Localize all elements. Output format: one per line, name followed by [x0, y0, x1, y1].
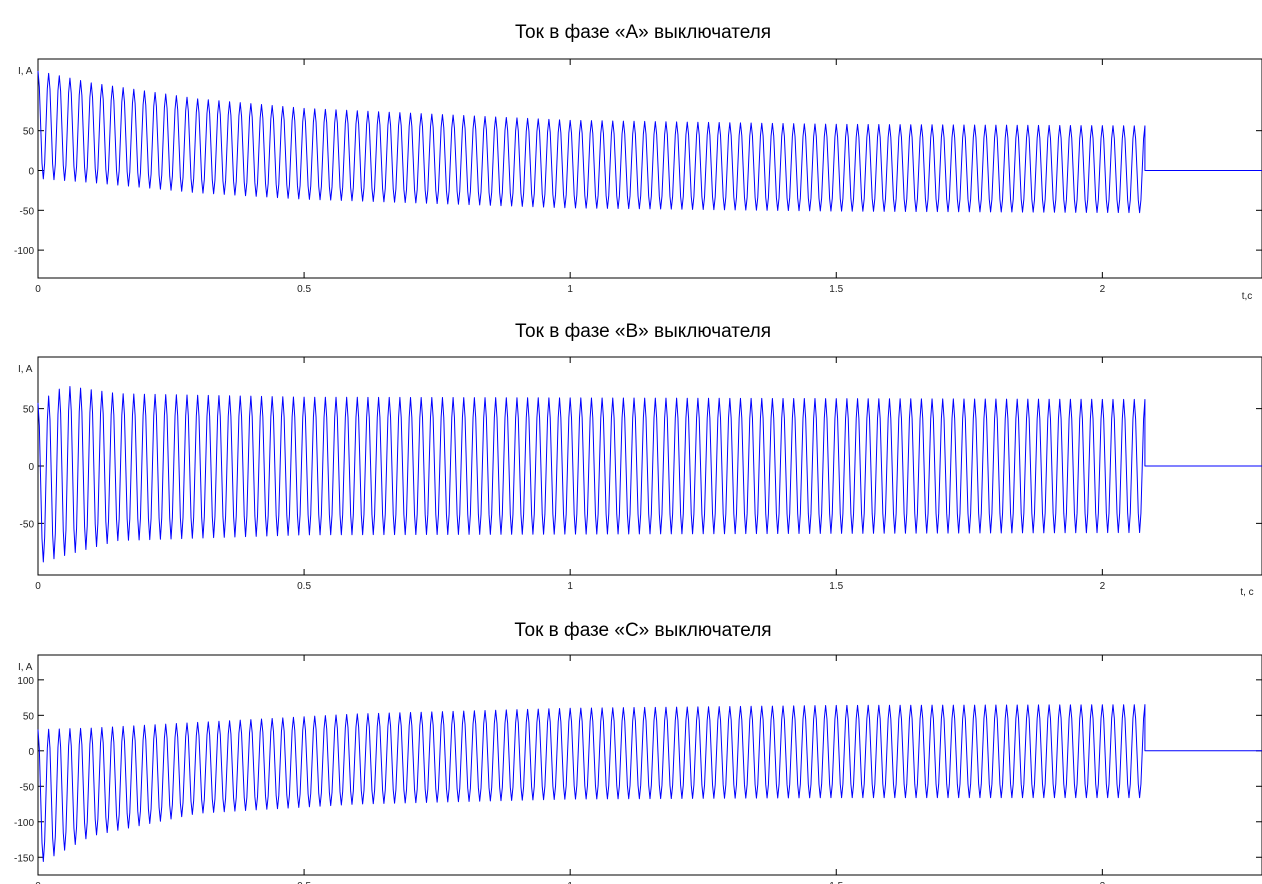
y-tick-label: -50 — [20, 782, 35, 793]
x-tick-label: 1.5 — [829, 881, 843, 884]
x-tick-label: 0 — [35, 284, 41, 295]
y-tick-label: 0 — [28, 747, 34, 758]
x-axis-label: t,c — [1242, 291, 1253, 302]
x-tick-label: 1 — [567, 581, 573, 592]
x-axis-label: t, c — [1240, 587, 1253, 598]
y-tick-label: -150 — [14, 853, 34, 864]
y-tick-label: -50 — [20, 519, 35, 530]
chart-title: Ток в фазе «A» выключателя — [515, 22, 771, 43]
y-tick-label: 100 — [17, 676, 34, 687]
y-axis-label: I, A — [18, 364, 33, 375]
y-tick-label: 0 — [28, 166, 34, 177]
x-tick-label: 0.5 — [297, 881, 311, 884]
x-tick-label: 2 — [1100, 581, 1106, 592]
chart-phase-b: Ток в фазе «B» выключателя I, A t, c 0 0.… — [18, 321, 1262, 598]
x-tick-label: 1 — [567, 284, 573, 295]
x-tick-label: 0.5 — [297, 581, 311, 592]
x-tick-label: 0.5 — [297, 284, 311, 295]
y-tick-label: 0 — [28, 462, 34, 473]
plot-frame — [37, 58, 1262, 279]
series-line — [37, 385, 1262, 563]
x-tick-label: 1 — [567, 881, 573, 884]
series-line — [37, 704, 1262, 863]
y-axis-label: I, A — [18, 66, 33, 77]
chart-title: Ток в фазе «C» выключателя — [514, 620, 771, 641]
x-tick-label: 1.5 — [829, 581, 843, 592]
chart-phase-c: Ток в фазе «C» выключателя I, A 0 0.5 1 1.5… — [14, 620, 1262, 884]
series-line — [37, 70, 1262, 214]
y-tick-label: -50 — [20, 206, 35, 217]
plot-marks: 0 0.5 1 1.5 2 50 0 -50 — [20, 357, 1262, 592]
y-tick-label: -100 — [14, 246, 34, 257]
x-tick-label: 1.5 — [829, 284, 843, 295]
plot-marks: 0 0.5 1 1.5 2 50 0 -50 -100 — [14, 59, 1262, 295]
y-axis-label: I, A — [18, 662, 33, 673]
plot-marks: 0 0.5 1 1.5 2 100 50 0 -50 -100 -150 — [14, 655, 1262, 884]
y-tick-label: -100 — [14, 818, 34, 829]
y-tick-label: 50 — [23, 405, 35, 416]
x-tick-label: 0 — [35, 881, 41, 884]
plot-frame — [37, 654, 1262, 876]
x-tick-label: 2 — [1100, 284, 1106, 295]
chart-title: Ток в фазе «B» выключателя — [515, 321, 771, 342]
y-tick-label: 50 — [23, 711, 35, 722]
x-tick-label: 2 — [1100, 881, 1106, 884]
x-tick-label: 0 — [35, 581, 41, 592]
y-tick-label: 50 — [23, 127, 35, 138]
chart-phase-a: Ток в фазе «A» выключателя I, A t,c 0 0.5… — [14, 22, 1262, 302]
